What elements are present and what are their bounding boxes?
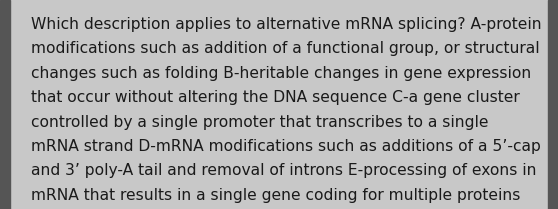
Text: and 3’ poly-A tail and removal of introns E-processing of exons in: and 3’ poly-A tail and removal of intron…	[31, 163, 536, 178]
Text: mRNA strand D-mRNA modifications such as additions of a 5’-cap: mRNA strand D-mRNA modifications such as…	[31, 139, 541, 154]
Text: changes such as folding B-heritable changes in gene expression: changes such as folding B-heritable chan…	[31, 66, 531, 81]
Text: Which description applies to alternative mRNA splicing? A-protein: Which description applies to alternative…	[31, 17, 541, 32]
Text: modifications such as addition of a functional group, or structural: modifications such as addition of a func…	[31, 41, 540, 56]
Text: that occur without altering the DNA sequence C-a gene cluster: that occur without altering the DNA sequ…	[31, 90, 519, 105]
Text: mRNA that results in a single gene coding for multiple proteins: mRNA that results in a single gene codin…	[31, 188, 520, 203]
Bar	[0, 0, 10, 209]
Bar	[548, 0, 558, 209]
Text: controlled by a single promoter that transcribes to a single: controlled by a single promoter that tra…	[31, 115, 488, 130]
